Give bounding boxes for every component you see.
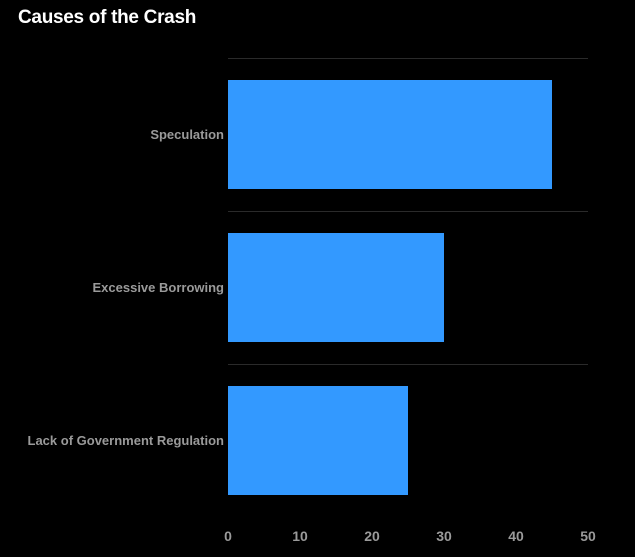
category-label: Lack of Government Regulation <box>28 433 225 448</box>
x-tick-label: 20 <box>364 528 380 544</box>
x-tick-label: 10 <box>292 528 308 544</box>
x-tick-label: 40 <box>508 528 524 544</box>
category-label: Excessive Borrowing <box>93 280 225 295</box>
category-label: Speculation <box>150 127 224 142</box>
bar-1 <box>228 80 552 189</box>
x-tick-label: 50 <box>580 528 596 544</box>
bar-3 <box>228 386 408 495</box>
x-tick-label: 0 <box>224 528 232 544</box>
x-tick-label: 30 <box>436 528 452 544</box>
bar-2 <box>228 233 444 342</box>
chart-title: Causes of the Crash <box>18 7 197 28</box>
